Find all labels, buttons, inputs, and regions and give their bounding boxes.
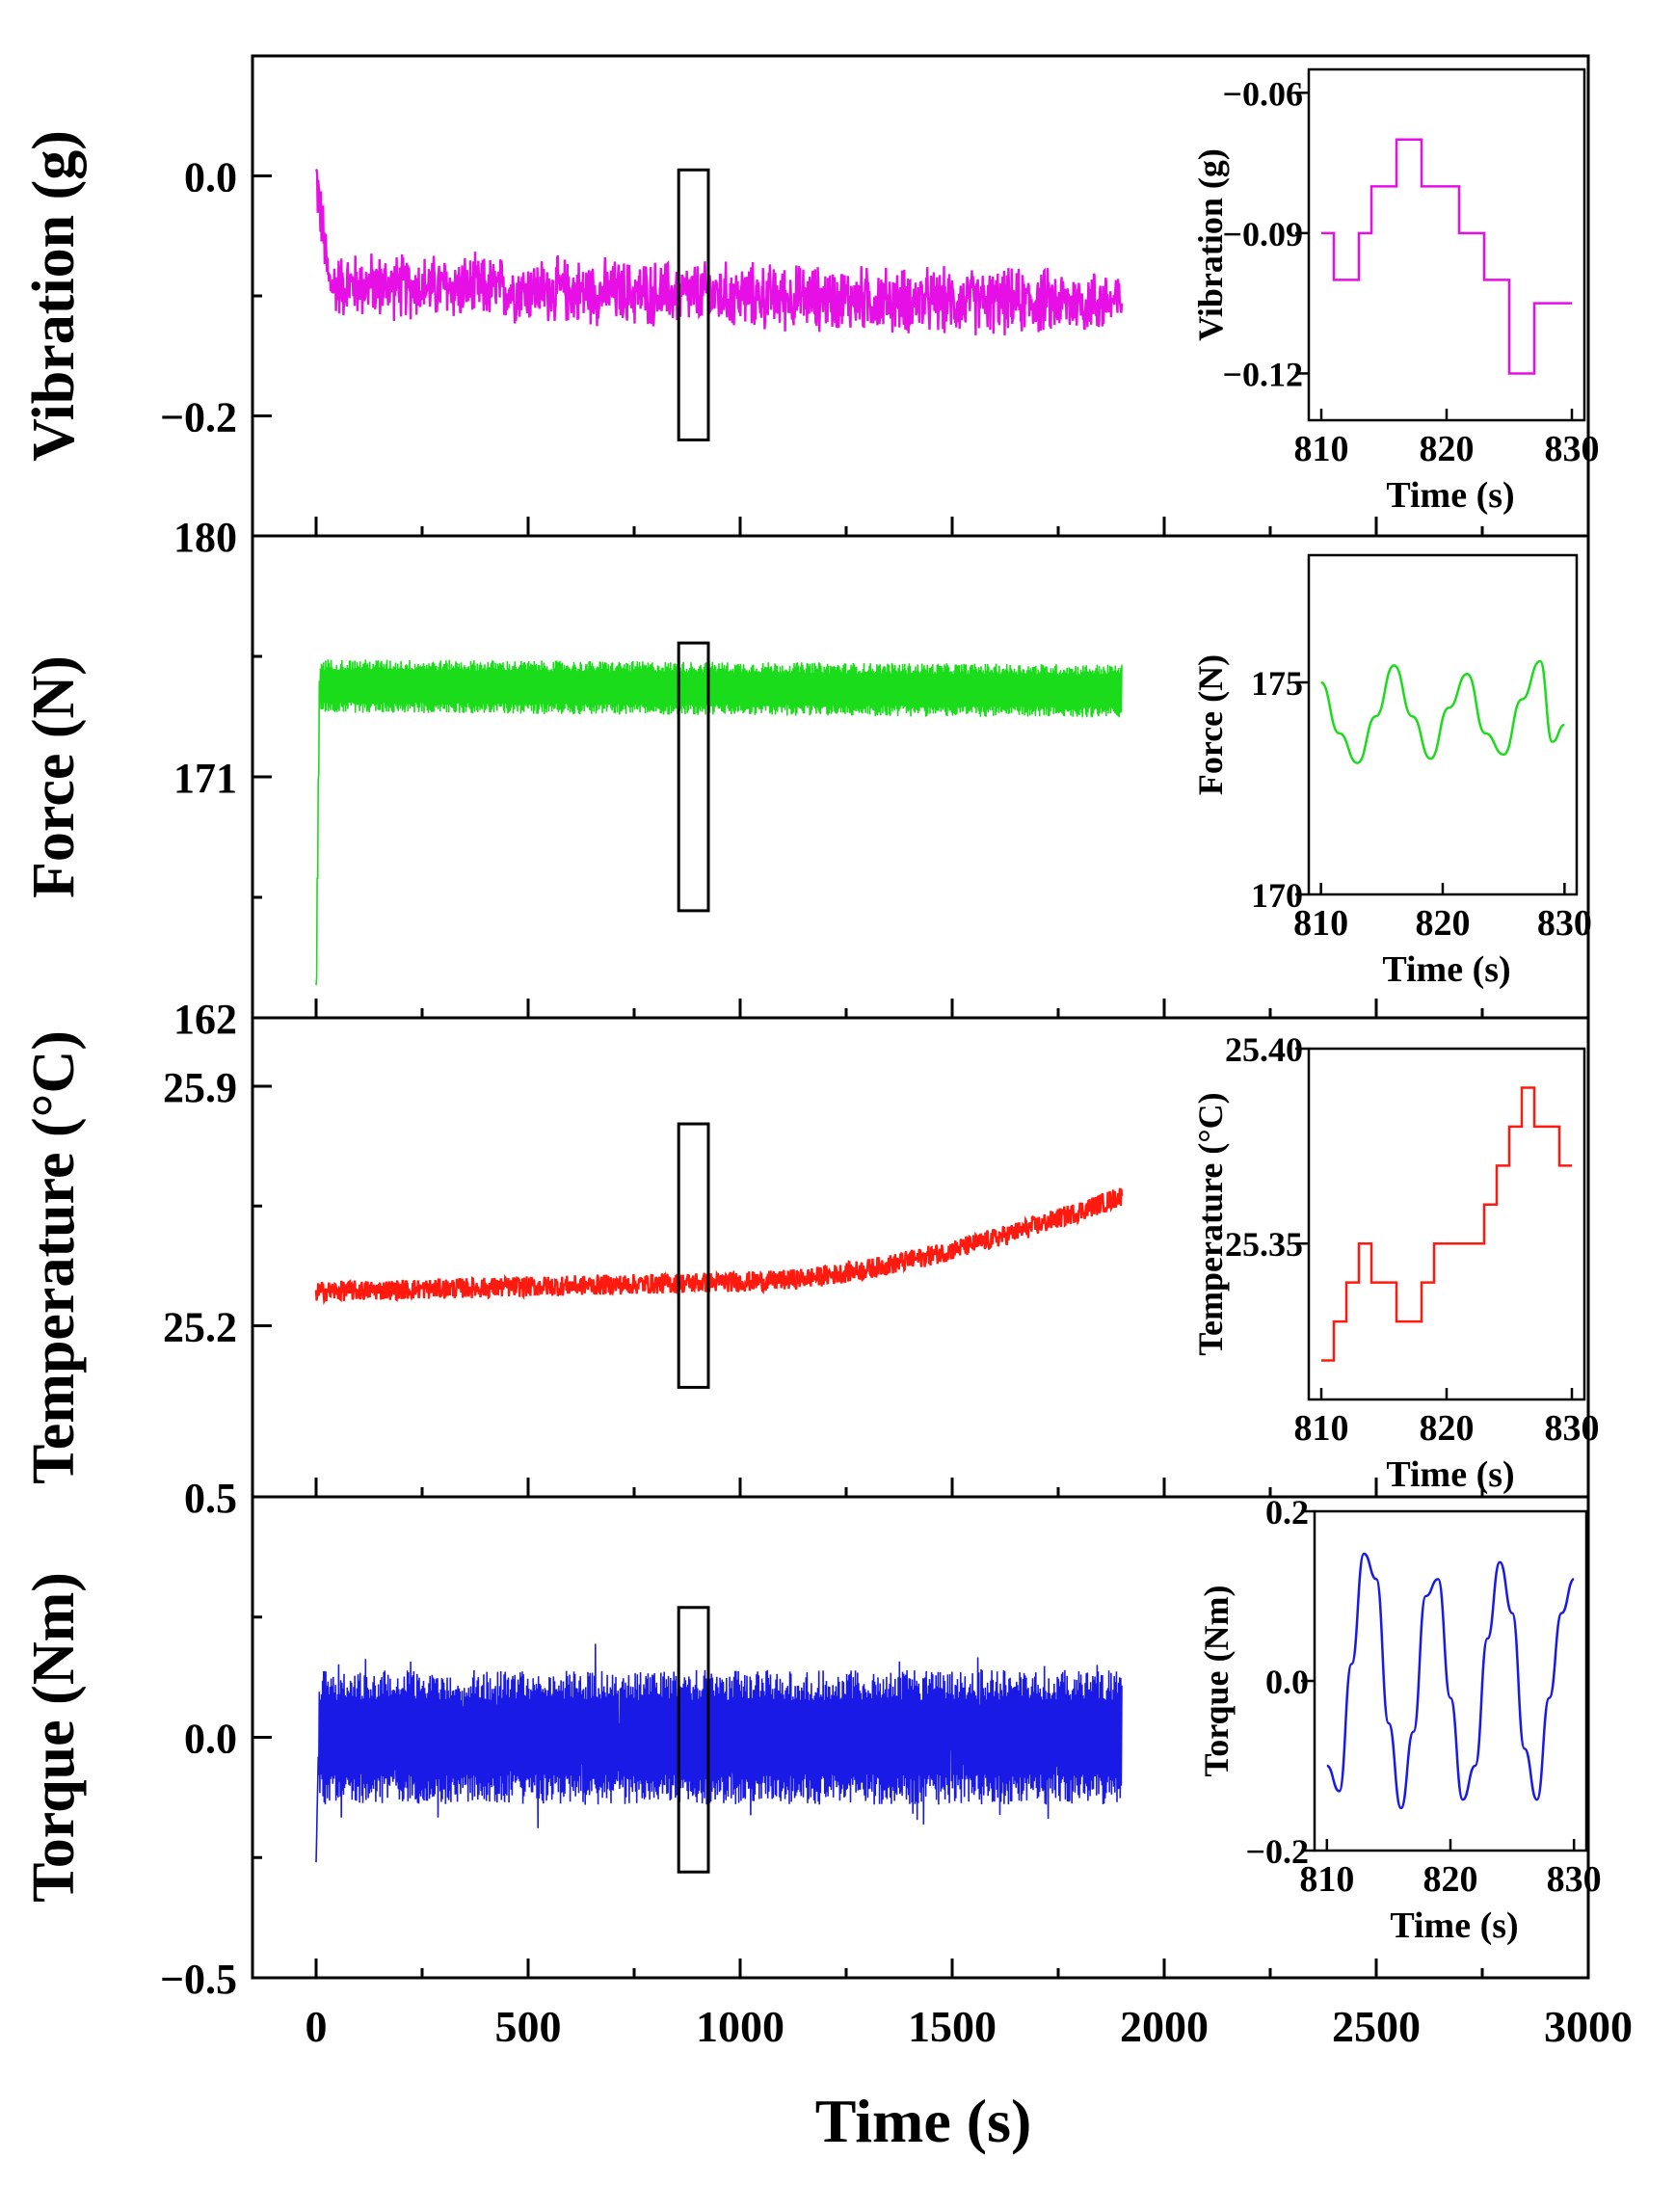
y-axis-label: Torque (Nm) <box>21 1572 87 1903</box>
inset-y-tick-label: −0.09 <box>1222 215 1303 253</box>
inset-frame <box>1307 553 1579 896</box>
inset-temperature: 810 820 830 25.40 25.35 Time (s) Temperature (… <box>1191 1030 1600 1495</box>
y-axis-label: Vibration (g) <box>21 130 87 462</box>
y-tick-label: −0.5 <box>160 1956 237 2003</box>
inset-frame <box>1313 1509 1588 1852</box>
inset-x-tick-label: 810 <box>1294 1408 1349 1449</box>
inset-y-tick-label: −0.12 <box>1222 355 1303 393</box>
panels: 0.0 −0.2 Vibration (g) 810 820 830 −0.06 −0.09 −… <box>21 54 1602 2003</box>
inset-y-tick-label: 170 <box>1251 876 1303 915</box>
x-tick-label: 1500 <box>908 2002 997 2051</box>
highlight-box <box>677 1122 710 1389</box>
y-axis-label: Force (N) <box>21 655 87 898</box>
series-line-vibration <box>314 168 1124 335</box>
inset-x-tick-label: 810 <box>1294 429 1349 469</box>
x-axis-label: Time (s) <box>815 2087 1032 2155</box>
highlight-box <box>677 1606 710 1874</box>
y-tick-label: 25.9 <box>163 1064 237 1111</box>
inset-force: 810 820 830 175 170 Time (s) Force (N) <box>1191 553 1592 990</box>
inset-y-tick-label: 0.0 <box>1265 1663 1309 1701</box>
inset-y-tick-label: 25.35 <box>1225 1225 1303 1264</box>
inset-y-tick-label: 25.40 <box>1225 1030 1303 1069</box>
highlight-box <box>677 168 710 441</box>
inset-x-axis-label: Time (s) <box>1390 1906 1518 1946</box>
inset-series-line-torque <box>1326 1552 1575 1810</box>
inset-x-tick-label: 820 <box>1416 903 1471 944</box>
inset-x-tick-label: 820 <box>1420 429 1475 469</box>
x-tick-label: 2000 <box>1120 2002 1209 2051</box>
inset-x-tick-label: 830 <box>1547 1859 1602 1900</box>
x-tick-labels: 0 500 1000 1500 2000 2500 3000 <box>306 2002 1634 2051</box>
inset-x-tick-label: 820 <box>1420 1408 1475 1449</box>
x-tick-label: 0 <box>306 2002 328 2051</box>
inset-x-tick-label: 830 <box>1537 903 1592 944</box>
x-tick-label: 2500 <box>1332 2002 1421 2051</box>
y-tick-label: 0.0 <box>184 154 237 201</box>
inset-y-axis-label: Temperature (°C) <box>1191 1092 1230 1355</box>
y-tick-label: 0.5 <box>184 1475 237 1522</box>
x-tick-label: 500 <box>495 2002 562 2051</box>
panel-temperature: 25.9 25.2 Temperature (°C) 810 820 830 25.40 25… <box>21 1016 1600 1499</box>
inset-frame <box>1307 1047 1586 1401</box>
inset-frame <box>1307 67 1586 422</box>
inset-torque: 810 820 830 0.2 0.0 −0.2 Time (s) Torque (Nm) <box>1197 1493 1602 1946</box>
y-axis-label: Temperature (°C) <box>21 1030 87 1484</box>
inset-y-tick-label: −0.06 <box>1222 74 1303 113</box>
x-axis: 0 500 1000 1500 2000 2500 3000 Time (s) <box>306 2002 1634 2155</box>
inset-y-axis-label: Torque (Nm) <box>1197 1585 1236 1776</box>
inset-y-tick-label: 0.2 <box>1265 1493 1309 1532</box>
y-tick-label: 171 <box>173 755 237 802</box>
inset-x-tick-label: 830 <box>1545 1408 1600 1449</box>
y-tick-label: −0.2 <box>160 394 237 441</box>
inset-x-tick-label: 810 <box>1293 903 1348 944</box>
highlight-box <box>677 641 710 913</box>
panel-vibration: 0.0 −0.2 Vibration (g) 810 820 830 −0.06 −0.09 −… <box>21 54 1600 538</box>
series-line-torque <box>315 1643 1123 1863</box>
inset-x-tick-label: 830 <box>1545 429 1600 469</box>
inset-series-line-vibration <box>1321 138 1572 375</box>
series-line-force <box>315 659 1123 986</box>
inset-vibration: 810 820 830 −0.06 −0.09 −0.12 Time (s) Vibratio… <box>1191 67 1600 516</box>
inset-x-tick-label: 820 <box>1423 1859 1478 1900</box>
inset-x-tick-label: 810 <box>1299 1859 1354 1900</box>
inset-series-line-temperature <box>1321 1086 1572 1362</box>
inset-series-line-force <box>1319 659 1565 764</box>
inset-x-axis-label: Time (s) <box>1386 475 1514 516</box>
y-tick-label: 162 <box>173 996 237 1043</box>
x-tick-label: 3000 <box>1544 2002 1633 2051</box>
inset-y-axis-label: Vibration (g) <box>1191 148 1230 341</box>
y-tick-label: 25.2 <box>163 1304 237 1351</box>
panel-torque: 0.5 0.0 −0.5 Torque (Nm) 810 820 830 0.2 0.0 −0.2… <box>21 1475 1602 2003</box>
panel-force: 180 171 162 Force (N) 810 820 830 175 170 Time (s… <box>21 514 1592 1043</box>
x-tick-label: 1000 <box>696 2002 784 2051</box>
series-line-temperature <box>314 1187 1124 1306</box>
inset-x-axis-label: Time (s) <box>1382 949 1510 990</box>
inset-y-axis-label: Force (N) <box>1191 654 1230 795</box>
inset-x-axis-label: Time (s) <box>1386 1454 1514 1495</box>
y-tick-label: 0.0 <box>184 1716 237 1763</box>
y-tick-label: 180 <box>173 514 237 561</box>
inset-y-tick-label: −0.2 <box>1245 1832 1309 1871</box>
inset-y-tick-label: 175 <box>1251 664 1303 703</box>
